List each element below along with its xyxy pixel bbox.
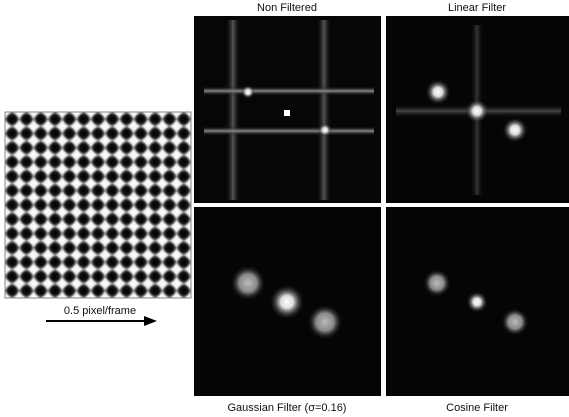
input-pattern xyxy=(5,112,191,298)
panel-linear xyxy=(386,16,569,203)
panel-non-filtered xyxy=(194,16,381,203)
panel-gaussian xyxy=(194,207,381,396)
panel-label: Gaussian Filter (σ=0.16) xyxy=(228,402,347,414)
panel-label: Cosine Filter xyxy=(446,402,508,414)
panel-label: Linear Filter xyxy=(448,2,506,14)
panel-label: Non Filtered xyxy=(257,2,317,14)
arrow-head xyxy=(144,316,157,326)
panel-cosine xyxy=(386,207,569,396)
figure: 0.5 pixel/frame Non Filtered Linear Filt… xyxy=(0,0,569,417)
motion-label: 0.5 pixel/frame xyxy=(64,305,136,317)
